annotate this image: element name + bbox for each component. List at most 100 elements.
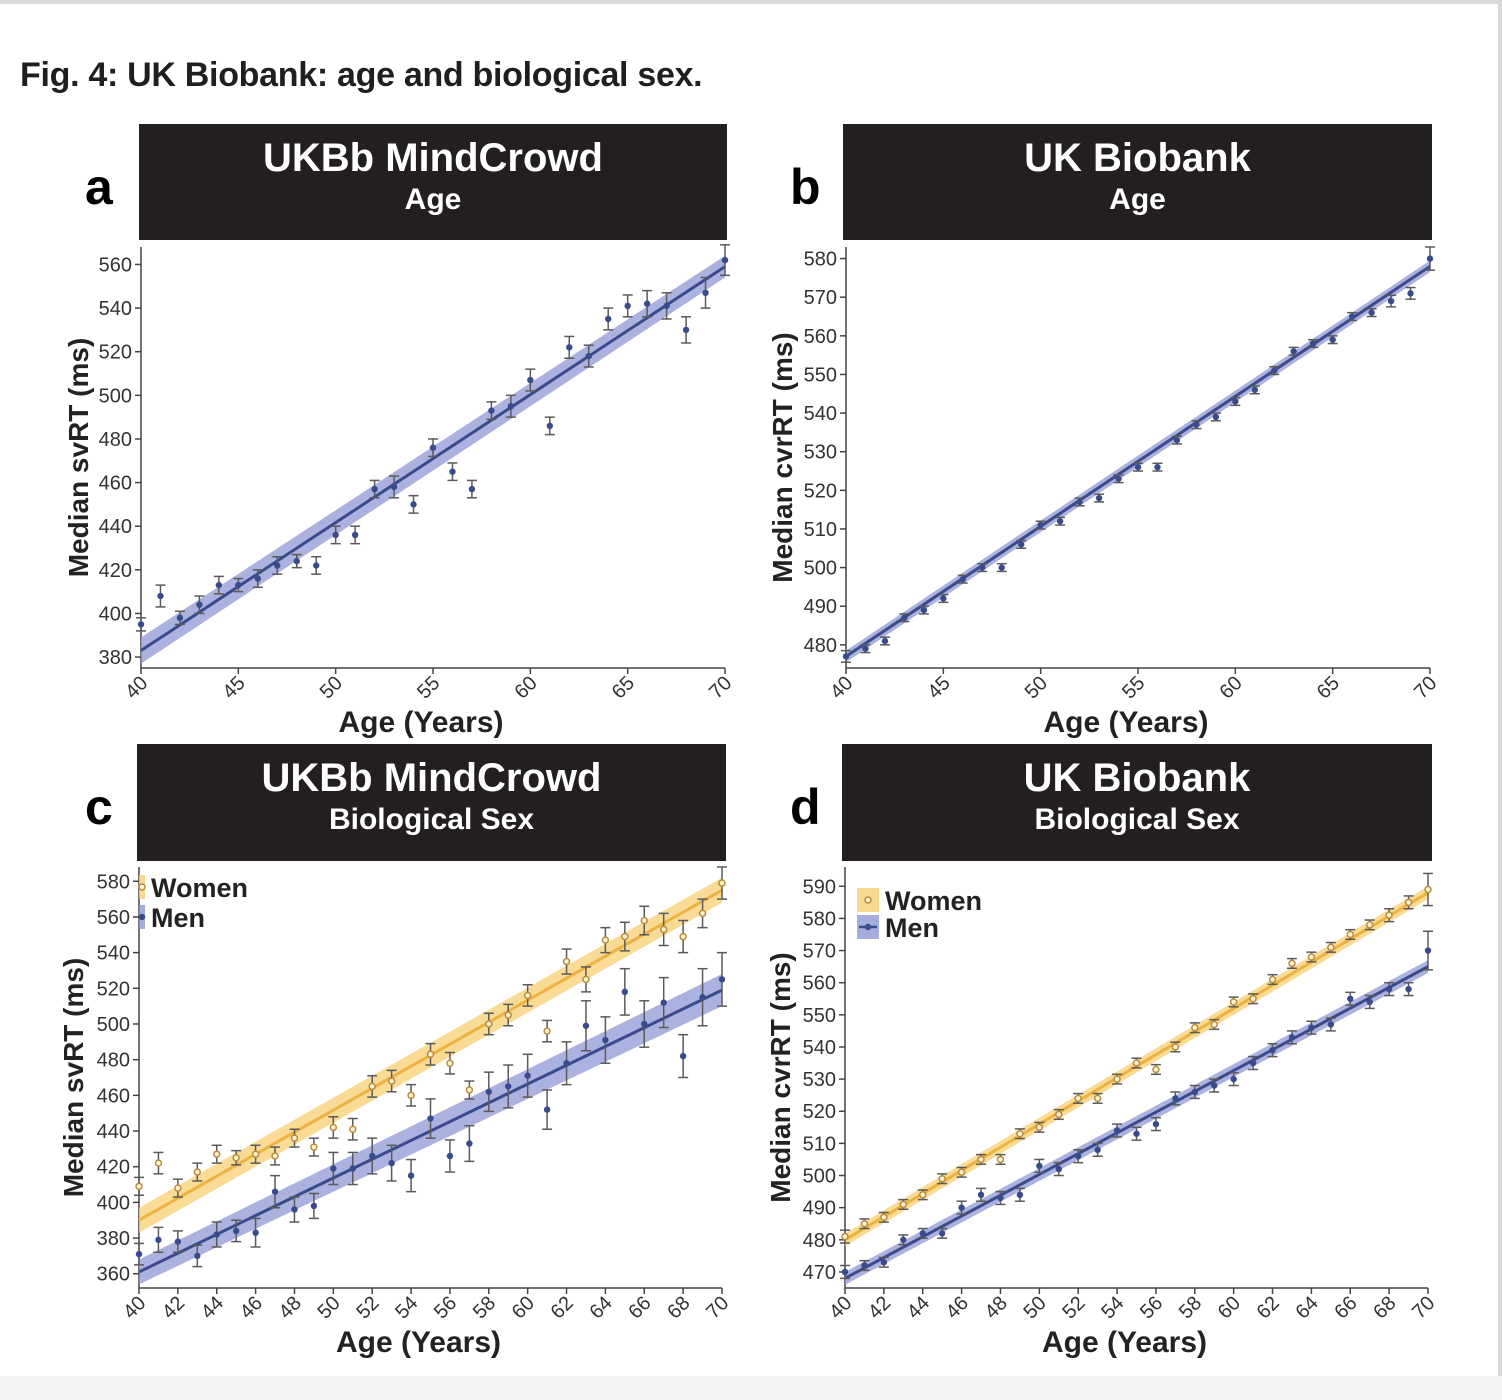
y-tick-label: 520 <box>99 342 132 364</box>
men-data-point <box>718 976 726 983</box>
men-data-point <box>330 1165 337 1172</box>
all-data-point <box>215 581 223 589</box>
x-tick-label: 70 <box>1408 1292 1439 1323</box>
women-data-point <box>1055 1110 1063 1119</box>
men-data-point <box>252 1229 259 1236</box>
y-tick-label: 470 <box>803 1262 836 1284</box>
all-data-point <box>254 575 261 582</box>
y-tick-label: 550 <box>804 364 837 386</box>
men-data-point <box>1036 1162 1043 1170</box>
men-data-point <box>155 1236 162 1244</box>
women-data-point <box>1113 1075 1121 1083</box>
right-border <box>1498 0 1502 1400</box>
men-data-point <box>1249 1059 1257 1067</box>
x-tick-label: 56 <box>1136 1292 1167 1323</box>
panel-b-header: UK Biobank Age <box>843 124 1432 240</box>
y-axis-label: Median cvrRT (ms) <box>765 952 796 1203</box>
all-data-point <box>1173 436 1181 444</box>
women-data-point <box>860 1219 869 1228</box>
legend-women-marker <box>138 883 146 891</box>
all-data-point <box>998 564 1005 571</box>
women-data-point <box>1210 1020 1218 1029</box>
panel-b-header-title: UK Biobank <box>1024 136 1251 180</box>
women-data-point <box>659 925 668 934</box>
women-data-point <box>1171 1043 1180 1051</box>
women-data-point <box>880 1213 888 1222</box>
women-data-point <box>977 1155 985 1164</box>
all-data-point <box>959 575 966 583</box>
men-data-point <box>407 1172 415 1179</box>
y-tick-label: 400 <box>97 1192 130 1214</box>
x-axis-label: Age (Years) <box>1043 706 1208 739</box>
panel-d-header-title: UK Biobank <box>1023 756 1251 800</box>
men-data-point <box>1366 998 1373 1006</box>
all-data-point <box>862 645 869 652</box>
women-data-point <box>407 1091 415 1100</box>
all-data-point <box>1212 413 1220 421</box>
all-data-point <box>468 485 476 493</box>
y-tick-label: 580 <box>804 249 837 271</box>
y-tick-label: 560 <box>804 326 837 348</box>
all-data-point <box>842 653 850 660</box>
women-data-point <box>1074 1094 1082 1103</box>
men-data-point <box>213 1231 220 1238</box>
men-data-point <box>524 1072 531 1079</box>
all-data-point <box>920 606 928 614</box>
women-data-point <box>1132 1059 1141 1067</box>
y-tick-label: 500 <box>804 558 837 580</box>
legend-women-label: Women <box>151 873 248 903</box>
all-data-point <box>488 407 495 414</box>
women-data-point <box>368 1082 376 1091</box>
men-data-point <box>485 1088 492 1095</box>
men-data-point <box>919 1230 926 1237</box>
y-tick-label: 360 <box>97 1264 130 1286</box>
all-data-point <box>527 376 534 384</box>
women-data-point <box>640 916 649 925</box>
y-tick-label: 490 <box>803 1198 836 1220</box>
women-data-point <box>135 1182 143 1191</box>
legend-women-label: Women <box>885 886 982 916</box>
all-data-point <box>332 531 339 539</box>
panel-letter-c: c <box>85 779 113 835</box>
men-data-point <box>861 1262 868 1269</box>
men-data-point <box>174 1238 182 1245</box>
y-tick-label: 500 <box>99 385 132 407</box>
men-data-point <box>1055 1165 1062 1173</box>
all-data-point <box>293 557 300 565</box>
women-data-point <box>1346 930 1355 939</box>
men-data-point <box>1424 947 1432 954</box>
men-data-point <box>1347 995 1354 1002</box>
all-data-point <box>449 468 456 475</box>
women-data-point <box>1016 1129 1024 1138</box>
panel-a-header: UKBb MindCrowd Age <box>139 124 727 240</box>
women-data-point <box>698 909 707 918</box>
y-tick-label: 510 <box>803 1133 836 1155</box>
all-data-point <box>1115 475 1122 482</box>
all-data-point <box>1056 518 1064 525</box>
men-data-point <box>1385 985 1393 993</box>
men-data-point <box>563 1060 570 1067</box>
all-data-point <box>979 564 986 571</box>
men-data-point <box>1230 1075 1237 1083</box>
men-data-point <box>641 1020 648 1028</box>
women-data-point <box>621 932 629 941</box>
men-data-point <box>1405 985 1412 993</box>
x-tick-label: 68 <box>1369 1292 1400 1323</box>
women-data-point <box>504 1011 512 1019</box>
men-data-point <box>349 1165 356 1172</box>
all-data-point <box>429 444 437 451</box>
men-data-point <box>1211 1082 1218 1089</box>
y-tick-label: 380 <box>97 1228 130 1250</box>
women-data-point <box>1229 998 1238 1006</box>
all-data-point <box>940 595 947 602</box>
men-data-point <box>660 999 667 1006</box>
women-data-point <box>918 1191 927 1199</box>
women-data-point <box>212 1150 221 1158</box>
panel-a-header-title: UKBb MindCrowd <box>263 136 603 180</box>
x-tick-label: 54 <box>1097 1292 1128 1323</box>
women-data-point <box>601 936 610 944</box>
women-data-point <box>957 1168 966 1177</box>
men-data-point <box>135 1250 143 1258</box>
men-data-point <box>900 1236 907 1243</box>
women-data-point <box>1152 1065 1160 1074</box>
